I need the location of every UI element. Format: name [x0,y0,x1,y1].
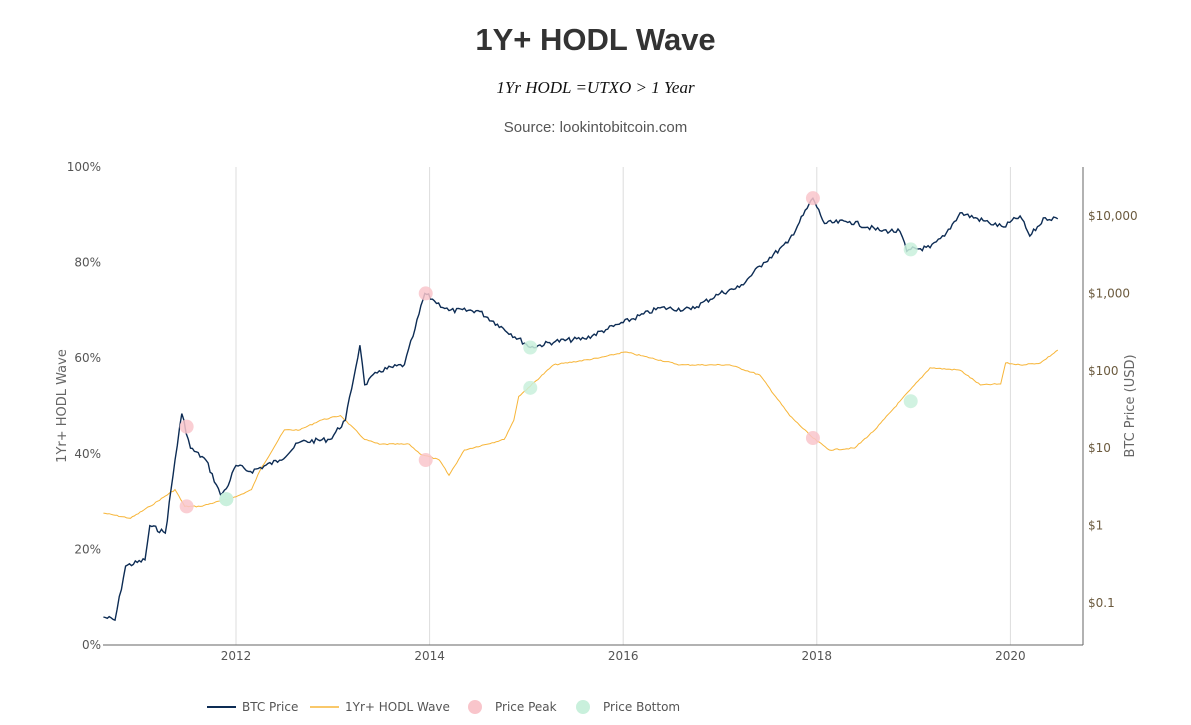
x-tick-label: 2020 [995,649,1026,663]
y-right-tick-label: $10 [1088,441,1111,455]
y-left-tick-label: 60% [74,351,101,365]
x-tick-label: 2016 [608,649,639,663]
y-right-tick-label: $100 [1088,364,1119,378]
y-left-axis-label: 1Yr+ HODL Wave [55,349,70,463]
legend-peak-swatch [468,700,482,714]
y-right-axis-label: BTC Price (USD) [1123,354,1138,457]
chart-subtitle: 1Yr HODL =UTXO > 1 Year [496,78,695,97]
y-right-tick-label: $1,000 [1088,286,1130,300]
price-peak-marker [418,286,433,301]
price-bottom-marker [903,242,918,257]
legend-label: Price Peak [495,700,557,714]
price-peak-marker [805,191,820,206]
legend-label: BTC Price [242,700,298,714]
price-peak-marker [179,419,194,434]
x-tick-label: 2012 [221,649,252,663]
price-bottom-marker [523,340,538,355]
legend-bottom-swatch [576,700,590,714]
price-peak-marker [805,431,820,446]
y-left-tick-label: 100% [67,160,101,174]
x-tick-label: 2014 [414,649,445,663]
price-peak-marker [418,453,433,468]
y-left-tick-label: 20% [74,542,101,556]
price-peak-marker [179,499,194,514]
y-right-tick-label: $1 [1088,519,1103,533]
y-left-tick-label: 80% [74,256,101,270]
y-right-tick-label: $10,000 [1088,209,1138,223]
btc-price-line [103,196,1059,622]
y-left-tick-label: 40% [74,447,101,461]
legend-label: Price Bottom [603,700,680,714]
chart-source: Source: lookintobitcoin.com [503,119,688,136]
chart-title: 1Y+ HODL Wave [475,22,716,57]
price-bottom-marker [903,394,918,409]
y-left-tick-label: 0% [82,638,101,652]
x-tick-label: 2018 [802,649,833,663]
y-right-tick-label: $0.1 [1088,596,1115,610]
legend-label: 1Yr+ HODL Wave [345,700,450,714]
price-bottom-marker [523,380,538,395]
hodl-wave-line [103,349,1059,519]
price-bottom-marker [219,492,234,507]
